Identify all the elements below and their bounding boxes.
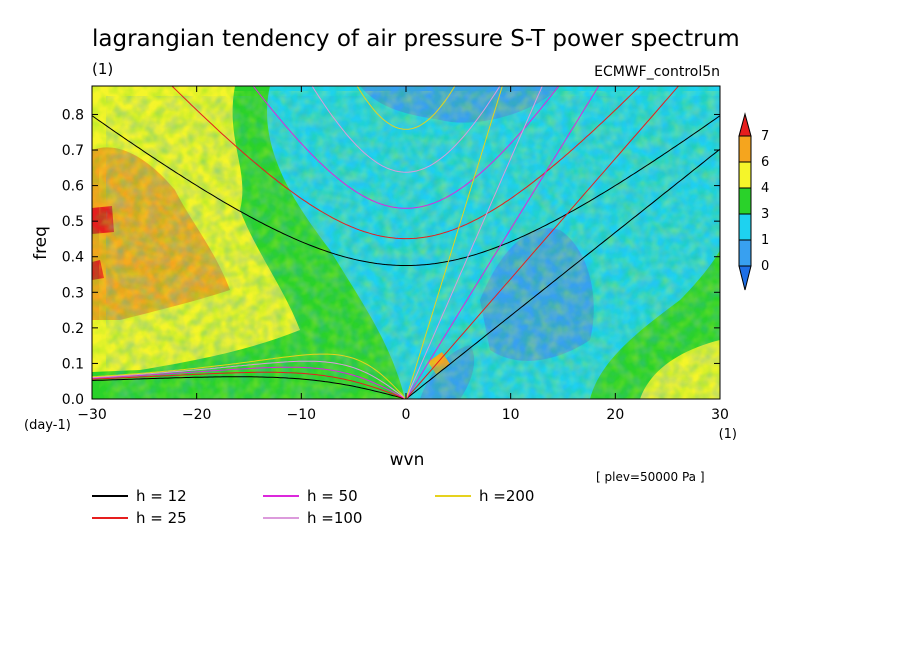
legend-label: h =200 bbox=[479, 487, 534, 505]
plev-annotation: [ plev=50000 Pa ] bbox=[596, 470, 705, 484]
x-tick-label: 10 bbox=[502, 407, 520, 423]
y-axis-label: freq bbox=[31, 226, 51, 260]
curve-er-h12 bbox=[92, 376, 407, 399]
power-field bbox=[92, 86, 720, 399]
y-tick-label: 0.7 bbox=[62, 143, 84, 159]
y-tick-label: 0.8 bbox=[62, 107, 84, 123]
y-tick-label: 0.6 bbox=[62, 179, 84, 195]
y-tick-label: 0.5 bbox=[62, 214, 84, 230]
dispersion-curves bbox=[92, 86, 720, 399]
colorbar-bottom-arrow bbox=[738, 265, 752, 291]
colorbar-segment bbox=[738, 239, 752, 267]
curve-ig-h200 bbox=[356, 86, 456, 130]
curve-ig-h25 bbox=[171, 86, 641, 240]
colorbar-label: 7 bbox=[761, 129, 769, 144]
x-tick-label: −30 bbox=[77, 407, 107, 423]
curve-kelvin-h12 bbox=[405, 148, 720, 399]
legend-label: h = 25 bbox=[136, 509, 187, 527]
legend-label: h = 12 bbox=[136, 487, 187, 505]
y-tick-label: 0.3 bbox=[62, 285, 84, 301]
curve-er-h200 bbox=[92, 353, 407, 399]
curve-er-h50 bbox=[92, 366, 407, 399]
y-tick-label: 0.0 bbox=[62, 392, 84, 408]
legend-label: h =100 bbox=[307, 509, 362, 527]
curve-ig-h12 bbox=[92, 115, 720, 266]
colorbar-segment bbox=[738, 213, 752, 241]
x-tick-label: 20 bbox=[606, 407, 624, 423]
curve-kelvin-h25 bbox=[405, 86, 680, 399]
colorbar-label: 6 bbox=[761, 155, 769, 170]
legend: h = 12 h = 25 h = 50 h =100 h =200 bbox=[92, 487, 534, 527]
x-axis: −30 −20 −10 0 10 20 30 bbox=[77, 86, 729, 423]
y-tick-label: 0.1 bbox=[62, 356, 84, 372]
curve-ig-h50 bbox=[252, 86, 560, 209]
y-tick-label: 0.4 bbox=[62, 250, 84, 266]
colorbar-label: 3 bbox=[761, 207, 769, 222]
x-tick-label: 0 bbox=[402, 407, 411, 423]
colorbar-segment bbox=[738, 161, 752, 189]
curve-kelvin-h100 bbox=[405, 86, 543, 399]
colorbar: 0 1 3 4 6 7 bbox=[738, 112, 769, 291]
curve-kelvin-h200 bbox=[405, 86, 503, 399]
y-axis: 0.0 0.1 0.2 0.3 0.4 0.5 0.6 0.7 0.8 bbox=[62, 107, 720, 408]
x-axis-unit: (1) bbox=[719, 427, 737, 442]
curve-ig-h100 bbox=[311, 86, 501, 173]
legend-label: h = 50 bbox=[307, 487, 358, 505]
colorbar-label: 4 bbox=[761, 181, 769, 196]
curve-er-h100 bbox=[92, 360, 407, 399]
curve-er-h25 bbox=[92, 371, 407, 399]
curve-kelvin-h50 bbox=[405, 86, 600, 399]
colorbar-segment bbox=[738, 187, 752, 215]
chart-subtitle-right: ECMWF_control5n bbox=[594, 64, 720, 80]
field-texture-3 bbox=[106, 96, 720, 399]
colorbar-top-arrow bbox=[738, 112, 752, 137]
plot-area bbox=[92, 86, 720, 399]
y-axis-unit: (day-1) bbox=[24, 418, 71, 433]
chart-title: lagrangian tendency of air pressure S-T … bbox=[92, 26, 740, 52]
x-tick-label: −20 bbox=[182, 407, 212, 423]
x-tick-label: 30 bbox=[711, 407, 729, 423]
colorbar-segment bbox=[738, 135, 752, 163]
y-tick-label: 0.2 bbox=[62, 321, 84, 337]
colorbar-label: 1 bbox=[761, 233, 769, 248]
colorbar-label: 0 bbox=[761, 259, 769, 274]
chart-subtitle-left: (1) bbox=[92, 60, 113, 78]
x-tick-label: −10 bbox=[287, 407, 317, 423]
x-axis-label: wvn bbox=[390, 450, 425, 470]
